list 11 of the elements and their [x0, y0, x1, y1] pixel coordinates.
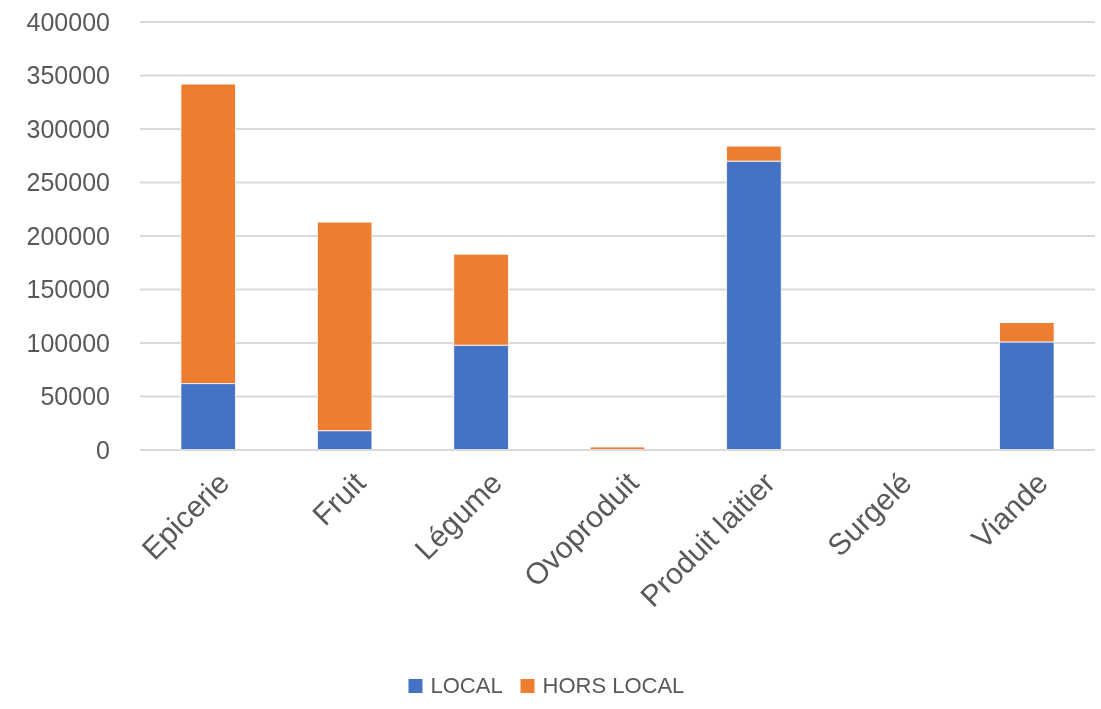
y-tick-label: 400000 — [26, 7, 110, 36]
y-tick-label: 0 — [96, 435, 110, 464]
legend-label: LOCAL — [430, 673, 503, 698]
y-tick-label: 200000 — [26, 221, 110, 250]
y-tick-label: 150000 — [26, 275, 110, 304]
y-tick-label: 50000 — [40, 382, 110, 411]
y-tick-label: 250000 — [26, 168, 110, 197]
y-tick-label: 350000 — [26, 61, 110, 90]
y-tick-label: 100000 — [26, 328, 110, 357]
y-tick-label: 300000 — [26, 114, 110, 143]
legend-label: HORS LOCAL — [542, 673, 685, 698]
